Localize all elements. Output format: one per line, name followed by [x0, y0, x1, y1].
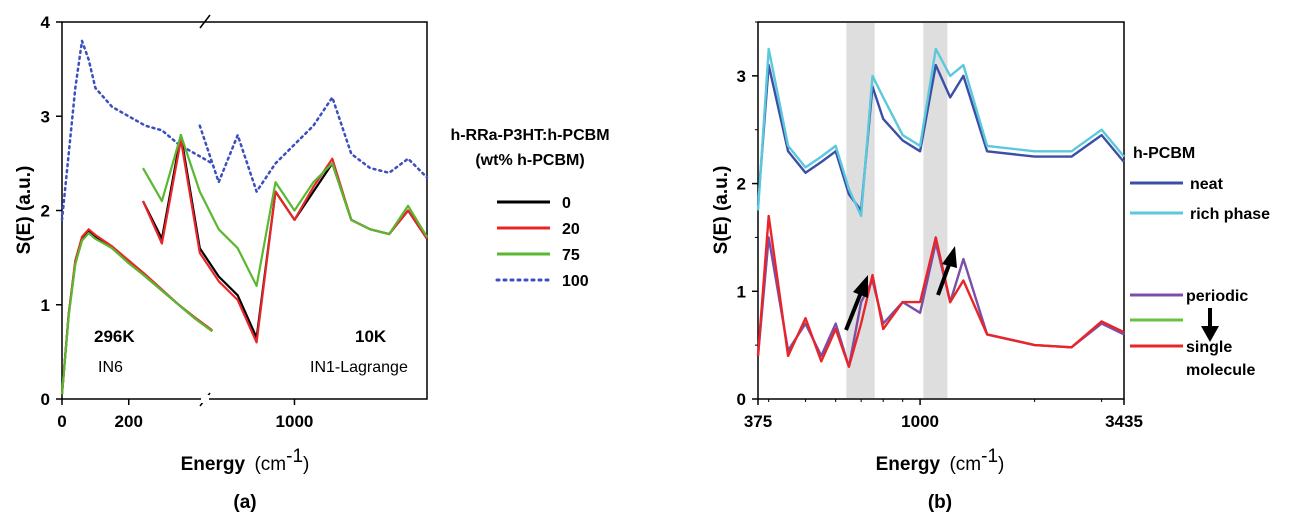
- legend-a-label-20: 20: [562, 221, 580, 238]
- shaded-region-2: [923, 23, 948, 398]
- y-tick-label: 2: [737, 175, 746, 194]
- panel-a-xlabel-unit: (cm: [254, 454, 286, 475]
- panel-a-ylabel: S(E) (a.u.): [14, 166, 35, 255]
- legend-b-single-label-1: single: [1186, 339, 1232, 356]
- y-tick-label: 1: [737, 282, 746, 301]
- panel-b: 0 1 2 3 375 1000 3435 S(E) (a.u.) Energy (cm-…: [711, 21, 1143, 513]
- y-tick-label: 3: [737, 67, 746, 86]
- panel-a-label: (a): [233, 492, 256, 513]
- x-tick-label: 1000: [276, 412, 314, 431]
- series-line-75-in6: [60, 232, 213, 395]
- panel-b-xlabel-sup: -1: [981, 446, 998, 467]
- panel-b-xticks: 375 1000 3435: [744, 399, 1143, 431]
- panel-b-label: (b): [928, 492, 952, 513]
- legend-b-group-title: h-PCBM: [1133, 145, 1195, 162]
- series-line-75-in1: [142, 134, 428, 287]
- y-tick-label: 2: [41, 202, 50, 221]
- x-tick-label: 3435: [1105, 412, 1143, 431]
- legend-b-arrow-head: [1201, 326, 1219, 342]
- panel-a-xlabel-sup: -1: [286, 446, 303, 467]
- arrow-up-2-head: [942, 246, 957, 268]
- x-tick-label: 200: [115, 412, 143, 431]
- arrow-up-2-shaft: [936, 261, 952, 296]
- series-line-single-molecule: [756, 214, 1125, 368]
- panel-b-shaded-regions: [846, 23, 948, 398]
- panel-b-xlabel-bold: Energy: [876, 454, 941, 475]
- panel-b-xlabel: Energy (cm-1): [876, 446, 1005, 475]
- y-tick-label: 1: [41, 296, 50, 315]
- y-tick-label: 4: [41, 13, 51, 32]
- series-line-rich-phase: [756, 47, 1125, 218]
- x-tick-label: 375: [744, 412, 772, 431]
- series-line-neat: [756, 63, 1125, 212]
- panel-b-yticks: 0 1 2 3: [737, 21, 758, 409]
- instrument-left-label: IN6: [98, 359, 123, 376]
- panel-a-break-gap: [201, 395, 209, 403]
- legend-a-title-line1: h-RRa-P3HT:h-PCBM: [450, 127, 609, 144]
- x-tick-label: 1000: [901, 412, 939, 431]
- legend-b-single-label-2: molecule: [1186, 362, 1255, 379]
- panel-a-xlabel-bold: Energy: [181, 454, 246, 475]
- panel-b-xlabel-unit: (cm: [949, 454, 981, 475]
- panel-b-legend: h-PCBM neat rich phase periodic single m…: [1130, 145, 1270, 379]
- panel-a-xlabel-close: ): [303, 454, 309, 475]
- y-tick-label: 0: [41, 390, 50, 409]
- legend-a-label-75: 75: [562, 247, 580, 264]
- legend-b-rich-label: rich phase: [1190, 206, 1270, 223]
- x-tick-label: 0: [57, 412, 66, 431]
- series-line-100-in1: [198, 96, 429, 193]
- series-line-20-in1: [141, 138, 428, 344]
- panel-b-data: [756, 47, 1125, 368]
- legend-a-items: 0 20 75 100: [495, 195, 589, 290]
- temp-left-label: 296K: [94, 327, 135, 346]
- panel-b-xlabel-close: ): [998, 454, 1004, 475]
- instrument-right-label: IN1-Lagrange: [310, 359, 408, 376]
- panel-a-break-top: [199, 14, 211, 29]
- arrow-up-1-head: [853, 275, 868, 298]
- series-line-20-in6: [60, 228, 213, 395]
- legend-a-label-0: 0: [562, 195, 571, 212]
- legend-b-periodic-label: periodic: [1186, 288, 1248, 305]
- panel-a-data: [60, 39, 429, 395]
- panel-a-legend: h-RRa-P3HT:h-PCBM (wt% h-PCBM) 0 20 75 100: [450, 127, 609, 290]
- panel-a-xticks: 0 200 1000: [57, 399, 313, 431]
- temp-right-label: 10K: [355, 327, 387, 346]
- panel-a-xlabel: Energy (cm-1): [181, 446, 310, 475]
- y-tick-label: 0: [737, 390, 746, 409]
- legend-a-title-line2: (wt% h-PCBM): [475, 152, 584, 169]
- arrow-up-1-shaft: [844, 289, 864, 331]
- panel-a-yticks: 0 1 2 3 4: [41, 13, 62, 409]
- panel-b-ylabel: S(E) (a.u.): [711, 166, 732, 255]
- panel-a: 0 1 2 3 4 0 200 1000 296K IN6 10K IN1-Lagrange…: [14, 13, 429, 513]
- legend-b-neat-label: neat: [1190, 176, 1224, 193]
- legend-a-label-100: 100: [562, 273, 589, 290]
- y-tick-label: 3: [41, 107, 50, 126]
